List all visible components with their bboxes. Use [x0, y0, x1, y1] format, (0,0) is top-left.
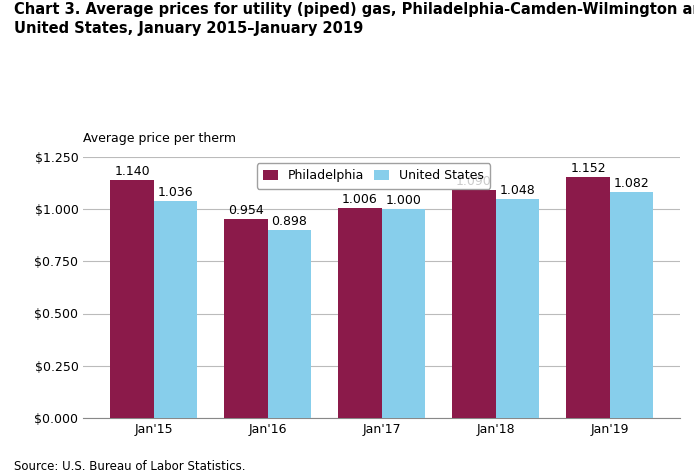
Bar: [566, 177, 609, 418]
Bar: [110, 180, 154, 418]
Bar: [496, 199, 539, 418]
Text: 1.036: 1.036: [158, 186, 193, 200]
Text: 1.090: 1.090: [456, 175, 492, 188]
Text: Chart 3. Average prices for utility (piped) gas, Philadelphia-Camden-Wilmington : Chart 3. Average prices for utility (pip…: [14, 2, 694, 18]
Text: 0.898: 0.898: [271, 215, 307, 228]
Bar: [268, 230, 311, 418]
Text: 1.140: 1.140: [115, 165, 150, 178]
Text: 1.082: 1.082: [613, 177, 649, 190]
Bar: [452, 190, 496, 418]
Bar: [382, 209, 425, 418]
Bar: [609, 192, 653, 418]
Text: 1.152: 1.152: [570, 162, 606, 175]
Bar: [224, 218, 268, 418]
Text: 1.006: 1.006: [342, 193, 378, 206]
Bar: [339, 208, 382, 418]
Text: 1.048: 1.048: [500, 184, 535, 197]
Bar: [154, 201, 197, 418]
Text: 0.954: 0.954: [228, 203, 264, 217]
Text: 1.000: 1.000: [385, 194, 421, 207]
Text: Average price per therm: Average price per therm: [83, 132, 236, 145]
Text: Source: U.S. Bureau of Labor Statistics.: Source: U.S. Bureau of Labor Statistics.: [14, 460, 246, 473]
Text: United States, January 2015–January 2019: United States, January 2015–January 2019: [14, 21, 363, 37]
Legend: Philadelphia, United States: Philadelphia, United States: [257, 163, 491, 189]
